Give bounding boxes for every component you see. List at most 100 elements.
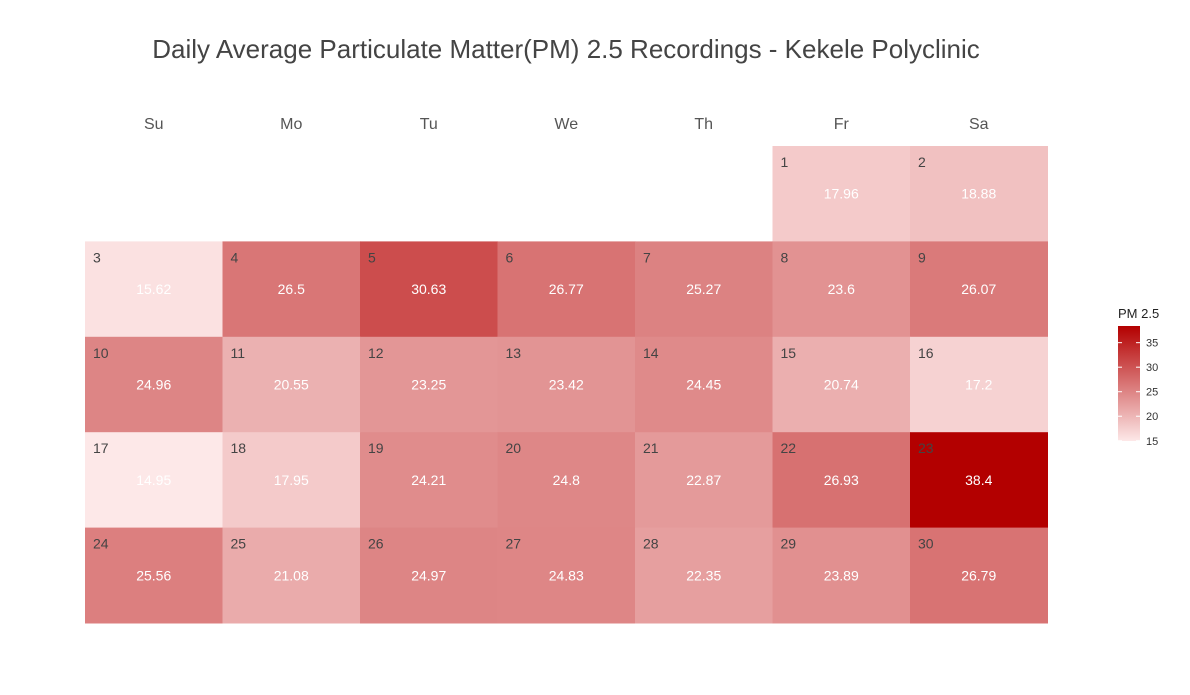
day-cell-fill xyxy=(497,241,636,338)
day-cell-fill xyxy=(360,527,498,624)
legend-title: PM 2.5 xyxy=(1118,306,1159,321)
day-cell-fill xyxy=(85,241,223,338)
weekday-label-th: Th xyxy=(694,116,713,133)
day-cell: 823.6 xyxy=(772,241,911,338)
legend-tick-label: 30 xyxy=(1146,362,1158,374)
day-number: 19 xyxy=(368,440,384,456)
day-number: 20 xyxy=(506,440,522,456)
day-cell: 12 23.25 xyxy=(360,336,498,433)
day-number: 10 xyxy=(93,345,109,361)
day-cell: 15 20.74 xyxy=(772,336,911,433)
day-cell: 315.62 xyxy=(85,241,223,338)
day-number: 1 xyxy=(781,154,789,170)
weekday-label-mo: Mo xyxy=(280,116,302,133)
day-number: 13 xyxy=(506,345,522,361)
day-value-label: 24.83 xyxy=(549,567,584,583)
day-number: 28 xyxy=(643,536,659,552)
day-number: 27 xyxy=(506,536,522,552)
day-cell-fill xyxy=(360,432,498,529)
day-cell-fill xyxy=(635,336,773,433)
legend: PM 2.5 15 20 25 30 35 xyxy=(1118,306,1159,448)
day-cell-fill xyxy=(772,336,911,433)
day-number: 22 xyxy=(781,440,797,456)
day-value-label: 26.07 xyxy=(961,281,996,297)
day-value-label: 20.55 xyxy=(274,377,309,393)
day-value-label: 25.56 xyxy=(136,567,171,583)
day-cell: 17 14.95 xyxy=(85,432,223,529)
day-cell-fill xyxy=(222,241,361,338)
legend-color-bar xyxy=(1118,326,1140,441)
day-number: 3 xyxy=(93,249,101,265)
day-cell-fill xyxy=(222,432,361,529)
day-value-label: 23.6 xyxy=(828,281,855,297)
day-cell-fill xyxy=(85,336,223,433)
day-cell: 725.27 xyxy=(635,241,773,338)
day-cell-fill xyxy=(497,336,636,433)
day-cell-fill xyxy=(635,432,773,529)
legend-tick-label: 25 xyxy=(1146,387,1158,399)
day-value-label: 25.27 xyxy=(686,281,721,297)
day-cell-fill xyxy=(635,527,773,624)
day-value-label: 24.45 xyxy=(686,377,721,393)
day-cell: 26 24.97 xyxy=(360,527,498,624)
day-value-label: 26.93 xyxy=(824,472,859,488)
chart-title: Daily Average Particulate Matter(PM) 2.5… xyxy=(152,34,980,64)
day-cell: 28 22.35 xyxy=(635,527,773,624)
day-cell-fill xyxy=(910,527,1048,624)
day-cell-fill xyxy=(222,527,361,624)
day-value-label: 22.35 xyxy=(686,567,721,583)
day-cell-fill xyxy=(635,241,773,338)
day-cell: 117.96 xyxy=(772,146,911,242)
day-cell-fill xyxy=(910,146,1048,242)
legend-tick-label: 15 xyxy=(1146,436,1158,448)
day-cell: 29 23.89 xyxy=(772,527,911,624)
day-number: 17 xyxy=(93,440,109,456)
day-cell-fill xyxy=(85,527,223,624)
legend-ticks: 15 20 25 30 35 xyxy=(1118,338,1158,448)
day-number: 7 xyxy=(643,249,651,265)
day-value-label: 38.4 xyxy=(965,472,992,488)
day-number: 24 xyxy=(93,536,109,552)
day-number: 9 xyxy=(918,249,926,265)
day-cell-fill xyxy=(910,336,1048,433)
day-cell: 14 24.45 xyxy=(635,336,773,433)
day-cell: 22 26.93 xyxy=(772,432,911,529)
day-value-label: 23.42 xyxy=(549,377,584,393)
day-value-label: 20.74 xyxy=(824,377,859,393)
day-number: 16 xyxy=(918,345,934,361)
day-value-label: 24.8 xyxy=(553,472,580,488)
day-number: 15 xyxy=(781,345,797,361)
day-cell-fill xyxy=(222,336,361,433)
weekday-label-fr: Fr xyxy=(834,116,850,133)
day-value-label: 23.89 xyxy=(824,567,859,583)
day-cell-fill xyxy=(910,241,1048,338)
day-cell: 23 38.4 xyxy=(910,432,1048,529)
day-cell: 19 24.21 xyxy=(360,432,498,529)
day-value-label: 17.95 xyxy=(274,472,309,488)
day-cell: 20 24.8 xyxy=(497,432,636,529)
day-value-label: 26.79 xyxy=(961,567,996,583)
day-number: 30 xyxy=(918,536,934,552)
day-number: 11 xyxy=(231,345,246,361)
day-number: 26 xyxy=(368,536,384,552)
day-cell: 530.63 xyxy=(360,241,498,338)
day-number: 23 xyxy=(918,440,934,456)
day-value-label: 15.62 xyxy=(136,281,171,297)
day-number: 6 xyxy=(506,249,514,265)
weekday-label-sa: Sa xyxy=(969,116,989,133)
day-number: 2 xyxy=(918,154,926,170)
day-cell: 16 17.2 xyxy=(910,336,1048,433)
day-cell-fill xyxy=(497,527,636,624)
day-number: 5 xyxy=(368,249,376,265)
day-cell-fill xyxy=(360,336,498,433)
day-cell: 626.77 xyxy=(497,241,636,338)
day-cell: 10 24.96 xyxy=(85,336,223,433)
day-number: 12 xyxy=(368,345,384,361)
day-cell-fill xyxy=(497,432,636,529)
day-cell-fill xyxy=(772,527,911,624)
day-number: 21 xyxy=(643,440,659,456)
day-cell: 426.5 xyxy=(222,241,361,338)
legend-tick-label: 20 xyxy=(1146,411,1158,423)
weekday-labels: Su Mo Tu We Th Fr Sa xyxy=(144,116,989,133)
